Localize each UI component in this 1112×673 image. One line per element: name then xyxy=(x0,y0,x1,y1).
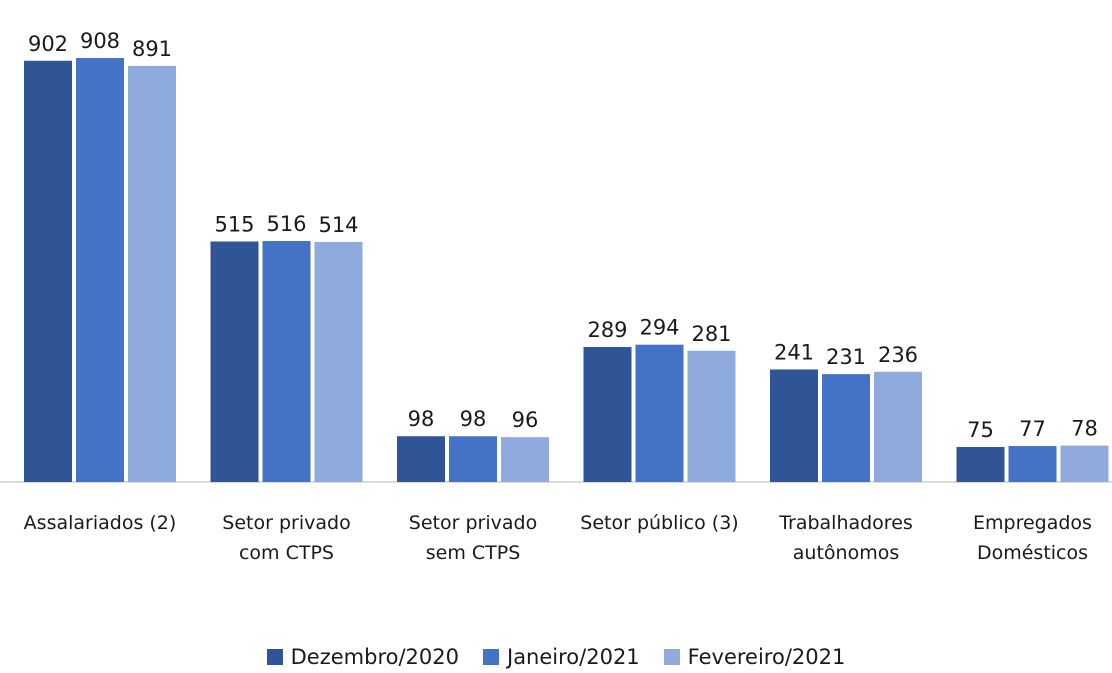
bar xyxy=(956,446,1005,482)
legend: Dezembro/2020 Janeiro/2021 Fevereiro/2021 xyxy=(0,645,1112,669)
x-tick-label: Setor privado sem CTPS xyxy=(408,512,538,564)
bar xyxy=(874,371,922,482)
x-tick-label: Empregados Domésticos xyxy=(973,512,1092,564)
legend-item: Janeiro/2021 xyxy=(483,645,640,669)
legend-swatch xyxy=(266,649,283,665)
bar xyxy=(128,65,176,482)
data-label: 515 xyxy=(214,212,254,236)
data-label: 96 xyxy=(512,408,539,432)
bar xyxy=(501,437,549,482)
legend-label: Fevereiro/2021 xyxy=(687,645,846,669)
data-label: 98 xyxy=(460,407,487,431)
data-label: 241 xyxy=(774,340,814,364)
data-label: 516 xyxy=(266,212,306,236)
data-label: 75 xyxy=(967,418,994,442)
data-label: 78 xyxy=(1071,417,1098,441)
data-label: 77 xyxy=(1019,417,1046,441)
legend-item: Fevereiro/2021 xyxy=(663,645,846,669)
bar xyxy=(583,347,632,482)
bar xyxy=(24,60,72,483)
data-label: 281 xyxy=(691,322,731,346)
legend-swatch xyxy=(483,649,499,665)
bar xyxy=(770,369,818,482)
data-label: 236 xyxy=(878,343,918,367)
data-label: 294 xyxy=(639,316,679,340)
bar xyxy=(210,241,259,482)
x-tick-label: Setor privado com CTPS xyxy=(222,512,351,564)
legend-swatch xyxy=(663,649,680,665)
x-tick-label: Assalariados (2) xyxy=(23,512,177,534)
legend-label: Janeiro/2021 xyxy=(507,645,640,669)
bar xyxy=(449,436,497,482)
legend-label: Dezembro/2020 xyxy=(290,645,459,669)
bar xyxy=(822,374,870,482)
bar xyxy=(262,241,311,482)
bar xyxy=(314,241,363,482)
bar xyxy=(76,57,124,483)
data-label: 902 xyxy=(28,32,68,56)
bar xyxy=(1060,445,1109,482)
bar xyxy=(1008,446,1057,482)
bar xyxy=(687,350,736,482)
data-label: 908 xyxy=(80,29,120,53)
x-tick-label: Setor público (3) xyxy=(580,512,739,534)
legend-item: Dezembro/2020 xyxy=(266,645,459,669)
data-label: 231 xyxy=(826,345,866,369)
x-tick-label: Trabalhadores autônomos xyxy=(779,512,913,564)
bar xyxy=(635,344,684,482)
data-label: 289 xyxy=(587,318,627,342)
bar xyxy=(397,436,445,482)
data-label: 891 xyxy=(132,37,172,61)
data-label: 514 xyxy=(318,213,358,237)
data-label: 98 xyxy=(408,407,435,431)
